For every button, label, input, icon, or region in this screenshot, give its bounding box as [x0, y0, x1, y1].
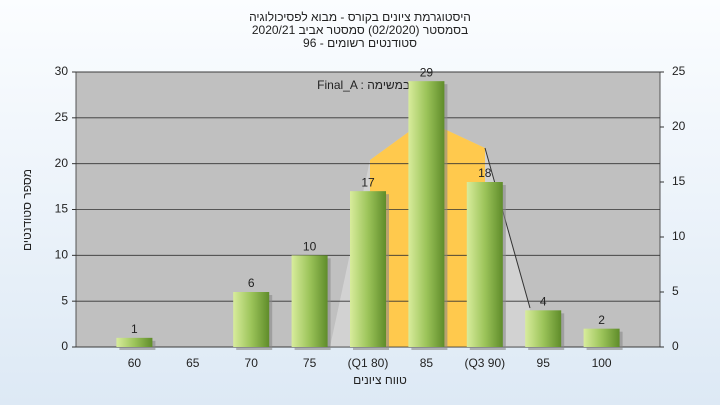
y2-tick-label: 20 [672, 119, 686, 133]
y-tick-label: 10 [55, 248, 69, 262]
curve-line [484, 147, 531, 309]
value-label: 17 [361, 175, 375, 189]
x-axis-label: טווח ציונים [353, 373, 407, 387]
x-tick-label: 75 [303, 356, 317, 370]
x-tick-label: (Q3 90) [464, 356, 505, 370]
y-tick-label: 30 [55, 64, 69, 78]
y-tick-label: 25 [55, 110, 69, 124]
value-label: 4 [540, 295, 547, 309]
value-label: 18 [478, 166, 492, 180]
title-line: בסמסטר (02/2020) סמסטר אביב 2020/21 [252, 23, 468, 37]
x-tick-label: 100 [592, 356, 612, 370]
bar [291, 255, 328, 347]
y2-tick-label: 25 [672, 64, 686, 78]
y-tick-label: 5 [61, 293, 68, 307]
bar [116, 337, 153, 347]
bar [233, 292, 270, 347]
value-label: 1 [131, 322, 138, 336]
x-tick-label: (Q1 80) [348, 356, 389, 370]
y-tick-label: 0 [61, 339, 68, 353]
bar [583, 328, 620, 347]
x-tick-label: 65 [186, 356, 200, 370]
x-tick-label: 95 [537, 356, 551, 370]
y2-tick-label: 0 [672, 339, 679, 353]
value-label: 2 [598, 313, 605, 327]
bar [408, 81, 445, 348]
y2-tick-label: 10 [672, 229, 686, 243]
value-label: 10 [303, 240, 317, 254]
y2-tick-label: 15 [672, 174, 686, 188]
title-line: סטודנטים רשומים - 96 [303, 36, 417, 50]
y2-tick-label: 5 [672, 284, 679, 298]
x-tick-label: 60 [128, 356, 142, 370]
x-tick-label: 70 [245, 356, 259, 370]
title-block: היסטוגרמת ציונים בקורס - מבוא לפסיכולוגי… [249, 10, 471, 50]
bar [525, 310, 562, 347]
y-tick-label: 15 [55, 202, 69, 216]
value-label: 6 [248, 276, 255, 290]
bar [466, 182, 503, 347]
x-tick-label: 85 [420, 356, 434, 370]
bar [350, 191, 386, 347]
y-tick-label: 20 [55, 156, 69, 170]
title-line: היסטוגרמת ציונים בקורס - מבוא לפסיכולוגי… [249, 10, 471, 24]
annotation: Final_A : במשימה [317, 78, 410, 92]
y-axis-label: מספר סטודנטים [20, 169, 34, 251]
value-label: 29 [420, 65, 434, 79]
